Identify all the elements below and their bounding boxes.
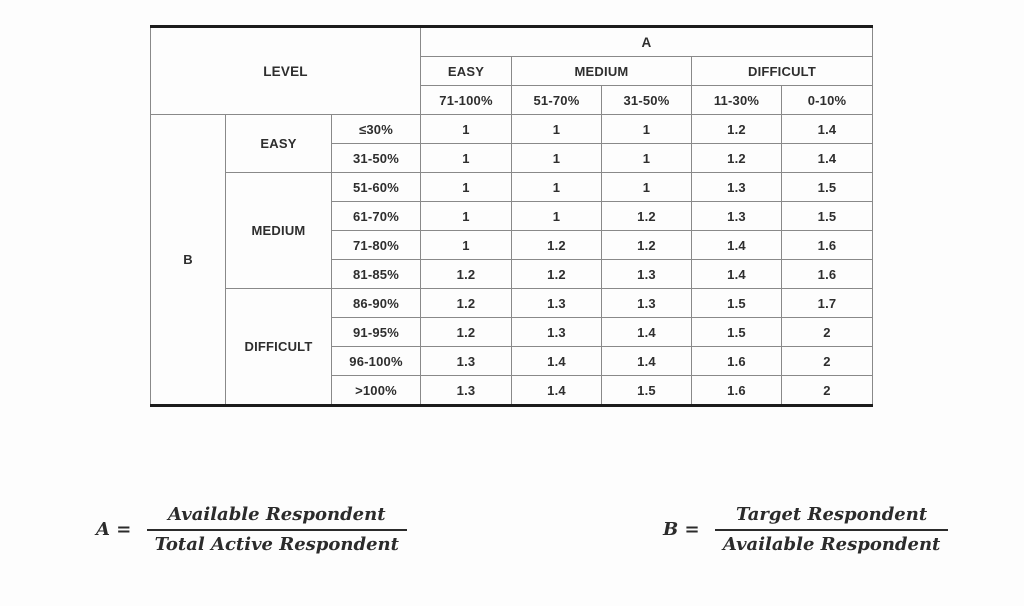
table-cell: 1.4	[511, 346, 602, 376]
table-cell: 1.2	[601, 230, 692, 260]
col-group-easy: EASY	[420, 56, 512, 86]
table-row: DIFFICULT 86-90% 1.2 1.3 1.3 1.5 1.7	[151, 288, 874, 406]
table-cell: 2	[780, 346, 874, 376]
table-cell: 1.6	[691, 375, 782, 406]
table-cell: 1	[601, 114, 692, 144]
table-cell: 1.3	[691, 201, 782, 231]
row-range-label: 81-85%	[331, 259, 421, 289]
table-cell: 1.6	[780, 230, 874, 260]
table-cell: 1.4	[601, 346, 692, 376]
col-range-header: 31-50%	[601, 85, 692, 115]
table-cell: 1.5	[601, 375, 692, 406]
formula-b-numerator: Target Respondent	[736, 504, 928, 525]
table-cell: 1.4	[780, 114, 874, 144]
table-cell: 1.3	[691, 172, 782, 202]
table-cell: 1.6	[780, 259, 874, 289]
table-cell: 1	[601, 143, 692, 173]
col-range-header: 0-10%	[780, 85, 874, 115]
table-row: MEDIUM 51-60% 1 1 1 1.3 1.5	[151, 172, 874, 289]
table-cell: 1	[601, 172, 692, 202]
table-cell: 1.3	[601, 288, 692, 318]
table-cell: 1.4	[691, 230, 782, 260]
table-cell: 1	[420, 143, 512, 173]
row-range-label: 31-50%	[331, 143, 421, 173]
formula-a: A = Available Respondent Total Active Re…	[96, 504, 407, 555]
table-cell: 1.5	[691, 317, 782, 347]
table-cell: 1.4	[601, 317, 692, 347]
table-cell: 1.3	[601, 259, 692, 289]
table-cell: 1.2	[691, 143, 782, 173]
row-range-label: 96-100%	[331, 346, 421, 376]
formula-b-lhs: B =	[663, 519, 706, 541]
col-range-header: 51-70%	[511, 85, 602, 115]
formula-a-lhs: A =	[96, 519, 138, 541]
table-cell: 1.3	[511, 288, 602, 318]
formula-a-fraction: Available Respondent Total Active Respon…	[146, 504, 407, 556]
formula-b: B = Target Respondent Available Responde…	[663, 504, 949, 556]
table-cell: 1	[420, 201, 512, 231]
table-row: 81-85% 1.2 1.2 1.3 1.4 1.6	[151, 259, 874, 289]
formula-b-denominator: Available Respondent	[714, 528, 949, 556]
table-cell: 1.6	[691, 346, 782, 376]
table-row: B EASY ≤30% 1 1 1 1.2 1.4	[150, 114, 874, 406]
table-cell: 1	[511, 201, 602, 231]
table-cell: 1	[420, 230, 512, 260]
row-axis-label-b: B	[150, 114, 226, 406]
col-group-difficult: DIFFICULT	[690, 56, 874, 86]
col-group-medium: MEDIUM	[511, 56, 692, 86]
row-range-label: 86-90%	[331, 288, 421, 318]
table-cell: 1.4	[780, 143, 874, 173]
col-range-header: 11-30%	[691, 85, 782, 115]
column-axis-header-a: A	[419, 26, 874, 57]
table-cell: 1.2	[420, 259, 512, 289]
table-cell: 1	[511, 114, 602, 144]
table-row: 31-50% 1 1 1 1.2 1.4	[151, 143, 874, 173]
table-cell: 1.2	[420, 317, 512, 347]
factor-table: LEVEL A EASY MEDIUM DIFFICULT 71-100% 51…	[150, 25, 874, 407]
table-cell: 1.2	[691, 114, 782, 144]
table-cell: 1.2	[420, 288, 512, 318]
table-row: 91-95% 1.2 1.3 1.4 1.5 2	[151, 317, 874, 347]
row-range-label: >100%	[331, 375, 421, 406]
table-cell: 1.5	[691, 288, 782, 318]
row-range-label: 91-95%	[331, 317, 421, 347]
table-cell: 1.4	[511, 375, 602, 406]
table-cell: 1.2	[601, 201, 692, 231]
formula-a-numerator: Available Respondent	[168, 504, 386, 525]
table-cell: 2	[780, 317, 874, 347]
table-cell: 2	[780, 375, 874, 406]
formula-b-fraction: Target Respondent Available Respondent	[714, 504, 949, 556]
row-range-label: ≤30%	[331, 114, 421, 144]
table-cell: 1	[420, 172, 512, 202]
table-cell: 1.2	[511, 259, 602, 289]
table-cell: 1.5	[780, 172, 874, 202]
table-cell: 1	[511, 172, 602, 202]
row-range-label: 51-60%	[331, 172, 421, 202]
table-cell: 1.4	[691, 259, 782, 289]
table-cell: 1.3	[420, 375, 512, 406]
table-cell: 1.3	[511, 317, 602, 347]
table-cell: 1	[511, 143, 602, 173]
row-group-medium: MEDIUM	[225, 172, 332, 289]
row-group-difficult: DIFFICULT	[225, 288, 332, 406]
table-cell: 1.3	[420, 346, 512, 376]
table-cell: 1.2	[511, 230, 602, 260]
col-range-header: 71-100%	[420, 85, 512, 115]
table-row: >100% 1.3 1.4 1.5 1.6 2	[151, 375, 874, 406]
row-range-label: 71-80%	[331, 230, 421, 260]
row-group-easy: EASY	[225, 114, 332, 173]
row-range-label: 61-70%	[331, 201, 421, 231]
table-cell: 1.5	[780, 201, 874, 231]
table-cell: 1	[420, 114, 512, 144]
formula-a-denominator: Total Active Respondent	[146, 528, 407, 556]
table-cell: 1.7	[780, 288, 874, 318]
corner-header-level: LEVEL	[150, 26, 421, 115]
